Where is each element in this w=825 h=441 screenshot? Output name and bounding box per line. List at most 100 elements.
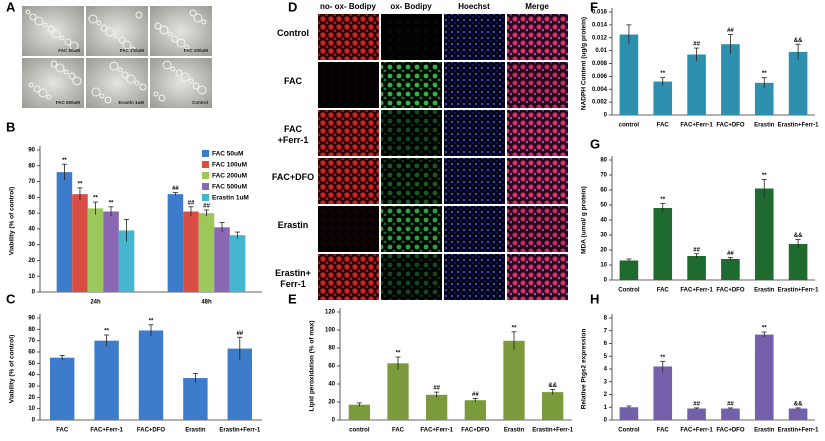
y-tick-label: 50 [28,211,35,217]
bar [72,194,88,292]
fluorescence-signal [318,62,379,108]
bar [214,227,230,292]
cell [117,67,123,73]
bar [788,408,808,420]
significance-label: ** [660,355,665,361]
y-axis-label: MDA (umol/ g protein) [581,186,588,254]
bar [49,357,75,420]
micrograph [150,58,212,108]
fluorescence-signal [318,254,379,300]
y-tick-label: 0.016 [592,10,608,16]
fluorescence-signal [444,110,505,156]
cell [91,87,101,97]
y-tick-label: 0 [332,418,336,424]
y-tick-label: 0.002 [592,100,608,106]
fluorescence-signal [444,206,505,252]
y-axis-label: NADPH Content (ug/g protein) [581,17,588,110]
bar [653,366,673,420]
x-tick-label: FAC+DFO [716,123,745,129]
legend-label: Erastin 1uM [212,195,249,202]
y-tick-label: 10 [600,263,607,269]
panel-letter: A [6,0,16,14]
y-tick-label: 120 [325,310,336,316]
row-label: Erastin+ Ferr-1 [275,268,311,289]
fluorescence-signal [507,14,568,60]
x-tick-label: FAC+DFO [461,428,490,434]
cell [64,38,72,46]
significance-label: ** [109,200,114,206]
fluorescence-signal [507,158,568,204]
cell [59,35,65,41]
y-tick-label: 40 [600,218,607,224]
bar [503,340,525,420]
y-tick-label: 90 [28,316,35,322]
y-tick-label: 0.006 [592,74,608,80]
bar [687,54,706,115]
image-caption: FAC 50uM [58,48,80,53]
bar [788,51,808,115]
bar [229,235,246,292]
image-caption: FAC 100uM [120,48,145,53]
y-axis-label: Relative Ptgs2 expression [581,329,588,410]
y-tick-label: 40 [28,226,35,232]
cell [29,13,37,21]
y-tick-label: 10 [28,406,35,412]
y-tick-label: 0 [604,278,608,284]
x-tick-label: FAC+Ferr-1 [680,428,713,434]
row-label: FAC [284,76,302,86]
cell [69,41,79,51]
image-caption: FAC 500uM [56,100,81,105]
fluorescence-signal [444,62,505,108]
y-tick-label: 8 [604,316,608,322]
cell [121,71,129,79]
cell [113,33,119,39]
cell [38,88,48,98]
y-tick-label: 50 [28,361,35,367]
y-tick-label: 5 [604,354,608,360]
y-tick-label: 0 [32,418,36,424]
legend-label: FAC 50uM [212,151,243,158]
y-tick-label: 60 [328,364,335,370]
y-tick-label: 80 [600,158,607,164]
bar [56,172,73,292]
fluorescence-signal [381,14,442,60]
bar [94,340,119,420]
y-tick-label: 100 [325,328,336,334]
x-tick-label: Erastin [504,428,525,434]
significance-label: ** [396,351,401,357]
x-tick-label: Erastin+Ferr-1 [778,288,820,294]
bar [754,334,774,420]
significance-label: ## [693,42,700,48]
cell [72,76,82,86]
cell [171,35,179,43]
cell [139,83,147,91]
x-tick-label: Control [618,288,640,294]
legend-swatch [202,172,209,179]
x-tick-label: Erastin [754,288,775,294]
fluorescence-signal [381,254,442,300]
cell [63,69,69,75]
bar [118,230,135,292]
y-axis-label: Viability (% of control) [9,187,16,256]
bar [103,211,119,292]
cell [51,29,61,39]
x-tick-label: Erastin [754,123,775,129]
y-tick-label: 2 [604,392,608,398]
micrograph [86,58,148,108]
significance-label: ** [149,318,154,324]
significance-label: ** [93,196,98,202]
bar [619,34,639,115]
fluorescence-signal [318,158,379,204]
significance-label: && [548,383,557,389]
cell [42,22,48,28]
y-tick-label: 60 [28,350,35,356]
y-tick-label: 70 [28,179,35,185]
significance-label: ## [433,386,440,392]
significance-label: ## [693,401,700,407]
x-tick-label: 24h [90,300,101,306]
significance-label: ** [104,329,109,335]
image-caption: Erastin 1uM [118,100,144,105]
y-tick-label: 3 [604,379,608,385]
cell [96,20,102,26]
